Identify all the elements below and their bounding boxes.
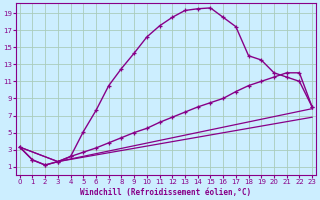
X-axis label: Windchill (Refroidissement éolien,°C): Windchill (Refroidissement éolien,°C) — [80, 188, 252, 197]
